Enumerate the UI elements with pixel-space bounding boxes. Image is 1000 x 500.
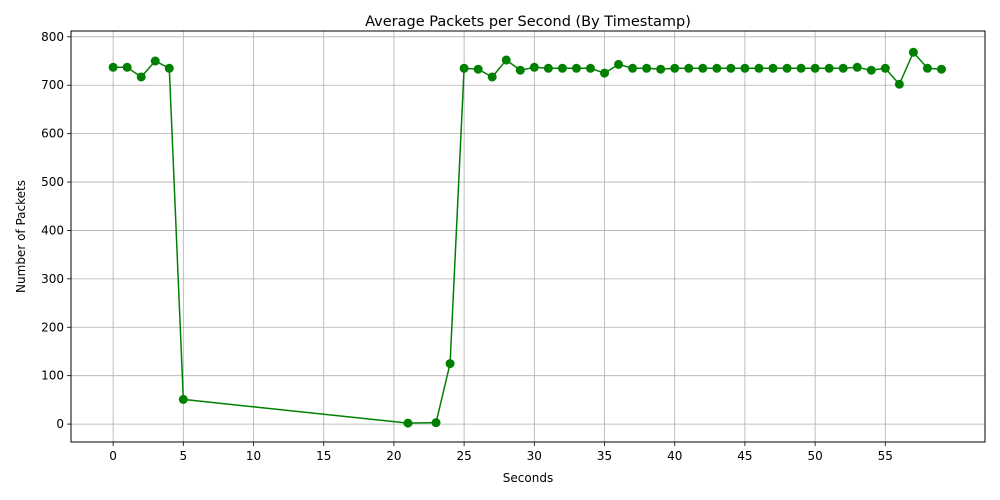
data-point (810, 63, 820, 73)
data-point (585, 63, 595, 73)
data-point (543, 63, 553, 73)
data-point (445, 359, 455, 369)
data-point (628, 63, 638, 73)
series-line (113, 51, 942, 424)
data-point (922, 63, 932, 73)
y-axis-ticks: 0 100 200 300 400 500 600 700 800 (41, 30, 71, 431)
data-point (178, 394, 188, 404)
data-point (698, 63, 708, 73)
data-point (459, 63, 469, 73)
data-point (571, 63, 581, 73)
grid-lines (71, 31, 985, 442)
data-point (852, 62, 862, 72)
x-tick-label: 25 (456, 449, 471, 463)
y-tick-label: 400 (41, 223, 64, 237)
y-axis-title: Number of Packets (14, 180, 28, 293)
data-point (136, 72, 146, 82)
x-axis-ticks: 0 5 10 15 20 25 30 35 40 45 50 55 (109, 442, 893, 463)
data-point (473, 64, 483, 74)
y-tick-label: 0 (56, 417, 64, 431)
x-tick-label: 30 (527, 449, 542, 463)
data-point (501, 55, 511, 65)
data-point (403, 418, 413, 428)
data-point (712, 63, 722, 73)
data-point (796, 63, 806, 73)
x-tick-label: 0 (109, 449, 117, 463)
data-point (529, 62, 539, 72)
data-point (431, 418, 441, 428)
y-tick-label: 800 (41, 30, 64, 44)
data-point (838, 63, 848, 73)
chart-title: Average Packets per Second (By Timestamp… (365, 14, 691, 30)
data-point (936, 64, 946, 74)
data-point (656, 64, 666, 74)
data-point (487, 72, 497, 82)
data-point (754, 63, 764, 73)
data-point (908, 47, 918, 57)
data-point (894, 79, 904, 89)
x-tick-label: 55 (878, 449, 893, 463)
data-point (684, 63, 694, 73)
x-tick-label: 10 (246, 449, 261, 463)
data-point (122, 62, 132, 72)
x-tick-label: 35 (597, 449, 612, 463)
x-axis-title: Seconds (503, 471, 553, 485)
data-point (768, 63, 778, 73)
data-point (164, 63, 174, 73)
data-point (557, 63, 567, 73)
data-point (600, 68, 610, 78)
data-point (150, 56, 160, 66)
x-tick-label: 5 (179, 449, 187, 463)
data-point (740, 63, 750, 73)
x-tick-label: 50 (807, 449, 822, 463)
y-tick-label: 500 (41, 175, 64, 189)
data-point (824, 63, 834, 73)
plot-frame (70, 30, 986, 443)
data-point (670, 63, 680, 73)
data-point (108, 62, 118, 72)
data-point (782, 63, 792, 73)
data-series (108, 47, 946, 428)
data-point (642, 63, 652, 73)
y-tick-label: 600 (41, 127, 64, 141)
x-tick-label: 15 (316, 449, 331, 463)
y-tick-label: 300 (41, 272, 64, 286)
data-point (880, 63, 890, 73)
x-tick-label: 45 (737, 449, 752, 463)
data-point (515, 65, 525, 75)
data-point (866, 65, 876, 75)
y-tick-label: 200 (41, 320, 64, 334)
data-point (726, 63, 736, 73)
data-point (614, 59, 624, 69)
y-tick-label: 100 (41, 369, 64, 383)
x-tick-label: 20 (386, 449, 401, 463)
x-tick-label: 40 (667, 449, 682, 463)
y-tick-label: 700 (41, 78, 64, 92)
